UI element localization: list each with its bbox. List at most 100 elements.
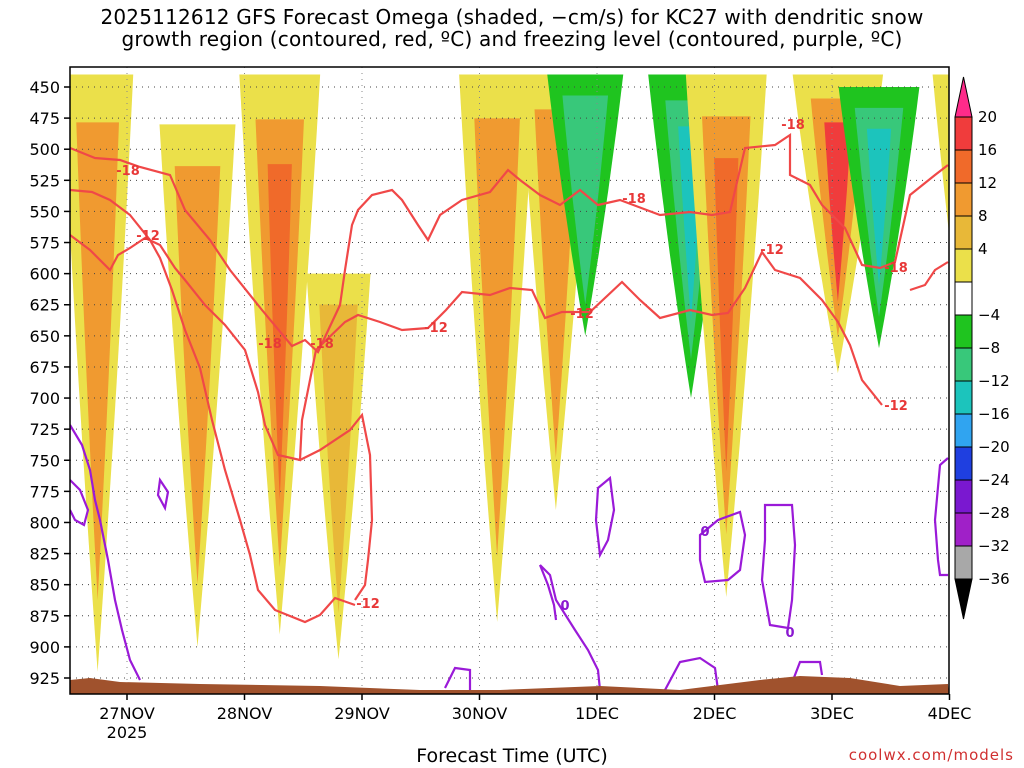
dendritic-label-6: -18 xyxy=(622,192,646,207)
y-tick-label-825: 825 xyxy=(29,545,60,564)
omega-shade-5-2 xyxy=(545,144,567,406)
x-axis-label: Forecast Time (UTC) xyxy=(416,745,608,767)
x-tick-label-0: 27NOV xyxy=(99,704,155,723)
colorbar-label-13: −36 xyxy=(978,570,1010,588)
colorbar-segment-8 xyxy=(954,347,973,382)
freezing-contour-bottom2 xyxy=(664,656,720,691)
colorbar-label-5: −4 xyxy=(978,306,1000,324)
freezing-contour-bottom1 xyxy=(444,666,472,690)
y-tick-label-600: 600 xyxy=(29,265,60,284)
freezing-contour-left xyxy=(70,424,141,681)
y-tick-label-875: 875 xyxy=(29,607,60,626)
colorbar-label-6: −8 xyxy=(978,339,1000,357)
dendritic-contour-18-left xyxy=(70,188,356,624)
dendritic-contours xyxy=(70,132,949,624)
y-tick-label-775: 775 xyxy=(29,482,60,501)
dendritic-label-11: -12 xyxy=(356,597,380,612)
dendritic-label-0: -18 xyxy=(116,164,140,179)
colorbar-label-3: 8 xyxy=(978,207,988,225)
colorbar-label-11: −28 xyxy=(978,504,1010,522)
omega-shade-4-2 xyxy=(485,162,509,491)
x-axis: 27NOV 28NOV 29NOV 30NOV 1DEC 2DEC 3DEC 4DEC 2025 xyxy=(99,694,971,742)
y-tick-label-450: 450 xyxy=(29,78,60,97)
dendritic-label-3: -18 xyxy=(310,337,334,352)
y-axis: 450 475 500 525 550 575 600 625 650 675 700 725 750 7… xyxy=(29,78,70,688)
colorbar-label-7: −12 xyxy=(978,372,1010,390)
omega-shade-3-2 xyxy=(328,335,349,567)
colorbar-bottom-triangle xyxy=(954,578,973,620)
y-tick-label-925: 925 xyxy=(29,669,60,688)
omega-shade-8-2 xyxy=(714,158,739,472)
freezing-contour-dec2 xyxy=(698,510,747,584)
dendritic-label-2: -18 xyxy=(258,337,282,352)
dendritic-contour-12-mid xyxy=(299,412,374,601)
freezing-contours xyxy=(70,424,949,691)
x-tick-label-6: 3DEC xyxy=(810,704,854,723)
dendritic-label-4: -12 xyxy=(424,321,448,336)
colorbar-segment-7 xyxy=(954,314,973,349)
plot-frame xyxy=(69,66,950,695)
omega-shade-9-2 xyxy=(824,122,852,302)
dendritic-label-10: -12 xyxy=(884,399,908,414)
omega-shade-1-2 xyxy=(186,207,209,522)
freezing-label-1: 0 xyxy=(700,525,709,540)
dendritic-contour-12-right xyxy=(909,261,949,292)
y-tick-label-475: 475 xyxy=(29,109,60,128)
colorbar-label-2: 12 xyxy=(978,174,997,192)
freezing-contour-loop1 xyxy=(70,479,90,527)
colorbar-segment-11 xyxy=(954,446,973,481)
freezing-contour-loop2 xyxy=(156,476,170,512)
x-tick-label-4: 1DEC xyxy=(575,704,619,723)
colorbar-segment-9 xyxy=(954,380,973,415)
colorbar-segment-14 xyxy=(954,545,973,580)
dendritic-label-5: -12 xyxy=(570,307,594,322)
y-tick-label-525: 525 xyxy=(29,171,60,190)
colorbar-label-0: 20 xyxy=(978,108,997,126)
y-tick-label-625: 625 xyxy=(29,296,60,315)
dendritic-contour-12-lower xyxy=(70,234,883,462)
y-tick-label-550: 550 xyxy=(29,202,60,221)
x-tick-label-1: 28NOV xyxy=(217,704,273,723)
colorbar-label-9: −20 xyxy=(978,438,1010,456)
colorbar: 20 16 12 8 4 −4 −8 −12 −16 −20 −24 −28 −32 −36 xyxy=(954,76,1010,620)
dendritic-label-8: -18 xyxy=(781,118,805,133)
omega-shade-10-2 xyxy=(866,128,892,286)
freezing-contour-bottom3 xyxy=(788,660,824,689)
freezing-contour-right xyxy=(933,457,949,577)
x-tick-label-5: 2DEC xyxy=(693,704,737,723)
colorbar-segment-3 xyxy=(954,182,973,217)
x-tick-label-2: 29NOV xyxy=(334,704,390,723)
colorbar-label-8: −16 xyxy=(978,405,1010,423)
omega-shade-0-2 xyxy=(86,170,109,529)
colorbar-label-12: −32 xyxy=(978,537,1010,555)
freezing-contour-nov30 xyxy=(539,564,602,691)
x-tick-label-7: 4DEC xyxy=(928,704,972,723)
colorbar-segment-12 xyxy=(954,479,973,514)
y-tick-label-500: 500 xyxy=(29,140,60,159)
freezing-contour-loop3 xyxy=(538,564,558,621)
y-tick-label-575: 575 xyxy=(29,234,60,253)
y-tick-label-800: 800 xyxy=(29,513,60,532)
contour-labels: -18 -12 -18 -18 -12 -12 -18 -12 -18 -18 -12 -12 0 0 0 xyxy=(116,118,908,641)
plot-area xyxy=(70,67,949,694)
colorbar-label-10: −24 xyxy=(978,471,1010,489)
x-tick-label-3: 30NOV xyxy=(452,704,508,723)
credit-link[interactable]: coolwx.com/models xyxy=(848,746,1014,764)
colorbar-segment-2 xyxy=(954,149,973,184)
y-tick-label-675: 675 xyxy=(29,358,60,377)
surface-polygon xyxy=(70,676,949,694)
omega-shade-11-0 xyxy=(932,74,949,234)
surface-terrain xyxy=(70,676,949,694)
y-tick-label-750: 750 xyxy=(29,451,60,470)
y-tick-label-700: 700 xyxy=(29,389,60,408)
freezing-label-0: 0 xyxy=(560,599,569,614)
dendritic-label-7: -12 xyxy=(760,243,784,258)
y-tick-label-650: 650 xyxy=(29,327,60,346)
colorbar-segment-4 xyxy=(954,215,973,250)
y-tick-label-725: 725 xyxy=(29,420,60,439)
colorbar-top-triangle xyxy=(954,76,973,118)
colorbar-label-4: 4 xyxy=(978,240,988,258)
y-tick-label-900: 900 xyxy=(29,638,60,657)
dendritic-contour-18-upper xyxy=(70,132,949,354)
